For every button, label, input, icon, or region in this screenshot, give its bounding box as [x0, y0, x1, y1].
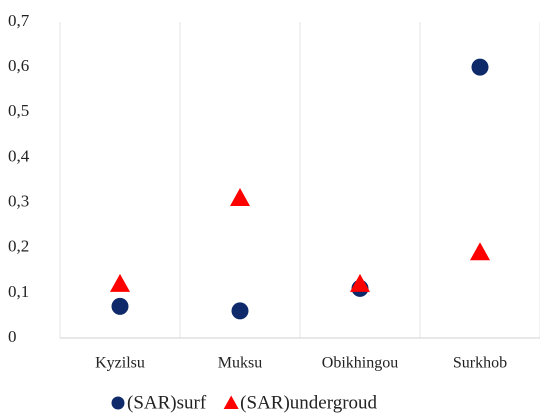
- data-point: [110, 273, 130, 292]
- data-point: [111, 297, 129, 315]
- data-point: [231, 302, 249, 320]
- x-tick-label: Surkhob: [453, 355, 507, 372]
- x-tick-label: Muksu: [218, 355, 262, 372]
- y-tick-label: 0,5: [8, 101, 29, 120]
- x-tick-label: Obikhingou: [322, 355, 398, 372]
- legend-marker: [223, 395, 239, 409]
- y-tick-label: 0,3: [8, 191, 29, 210]
- x-tick-label: Kyzilsu: [95, 355, 145, 372]
- y-tick-label: 0,4: [8, 146, 30, 165]
- y-tick-label: 0,7: [8, 11, 30, 30]
- data-point: [230, 188, 250, 207]
- data-point: [470, 242, 490, 261]
- data-point: [471, 58, 489, 76]
- y-tick-label: 0,6: [8, 56, 29, 75]
- legend-label: (SAR)undergroud: [240, 392, 377, 413]
- y-tick-label: 0,2: [8, 237, 29, 256]
- y-tick-label: 0,1: [8, 282, 29, 301]
- data-point: [350, 273, 370, 292]
- legend-label: (SAR)surf: [127, 392, 207, 413]
- y-tick-label: 0: [8, 327, 17, 346]
- legend: (SAR)surf (SAR)undergroud: [111, 392, 378, 413]
- legend-marker: [111, 396, 125, 410]
